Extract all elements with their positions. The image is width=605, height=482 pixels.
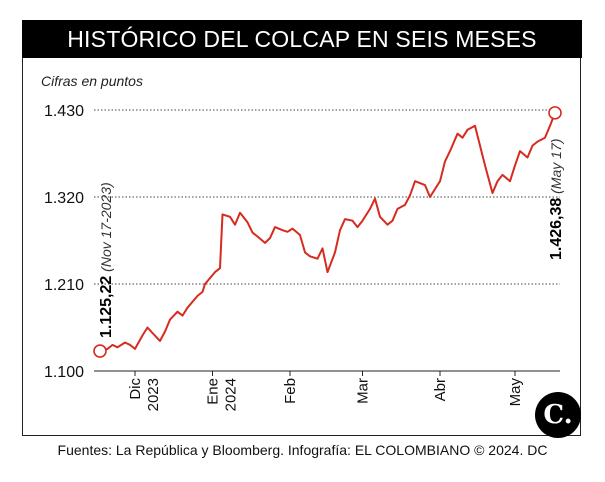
start-annotation: 1.125,22 (Nov 17-2023): [98, 182, 115, 338]
y-tick-label-2: 1.320: [44, 190, 84, 207]
x-tick-sublabel-0: 2023: [145, 378, 162, 411]
x-tick-label-1: Ene: [205, 378, 222, 405]
y-axis-ticks: 1.100 1.210 1.320 1.430: [44, 103, 84, 381]
start-date: (Nov 17-2023): [98, 182, 114, 272]
x-tick-label-0: Dic: [127, 378, 144, 400]
start-value: 1.125,22: [98, 276, 115, 338]
end-value: 1.426,38: [548, 198, 565, 260]
y-tick-label-0: 1.100: [44, 364, 84, 381]
end-annotation: 1.426,38 (May 17): [548, 139, 565, 260]
chart-subtitle: Cifras en puntos: [41, 73, 143, 89]
x-tick-sublabel-1: 2024: [223, 378, 240, 411]
x-axis-ticks: Dic 2023 Ene 2024 Feb Mar Abr May: [127, 371, 524, 411]
end-point-marker: [548, 106, 562, 120]
x-tick-label-5: May: [507, 378, 524, 407]
start-point-marker: [93, 344, 107, 358]
end-date: (May 17): [548, 139, 564, 194]
chart-frame: [22, 58, 581, 436]
chart-title: HISTÓRICO DEL COLCAP EN SEIS MESES: [22, 20, 582, 58]
x-tick-label-3: Mar: [355, 378, 372, 404]
source-credits: Fuentes: La República y Bloomberg. Infog…: [57, 442, 548, 458]
series-line-colcap: [99, 112, 556, 353]
el-colombiano-logo: C.: [535, 392, 581, 438]
x-tick-label-2: Feb: [282, 378, 299, 404]
y-tick-label-1: 1.210: [44, 277, 84, 294]
y-tick-label-3: 1.430: [44, 103, 84, 120]
x-tick-label-4: Abr: [432, 378, 449, 401]
grid-lines: [94, 109, 560, 285]
